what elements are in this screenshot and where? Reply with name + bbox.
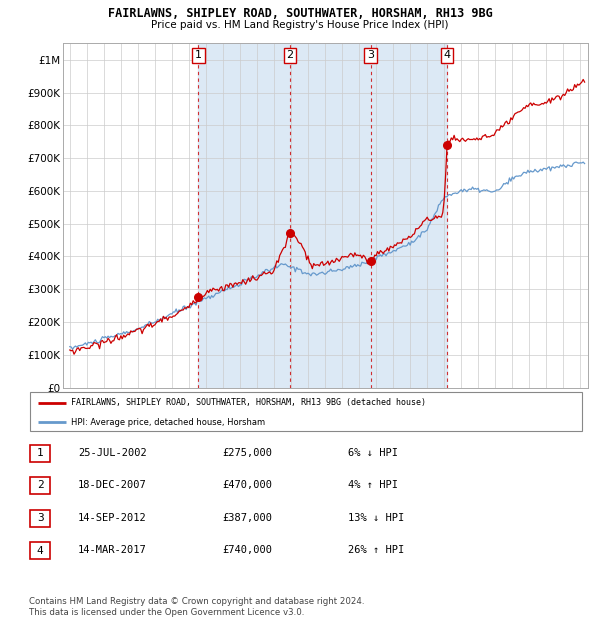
Text: £740,000: £740,000 [222,545,272,555]
Text: Contains HM Land Registry data © Crown copyright and database right 2024.
This d: Contains HM Land Registry data © Crown c… [29,598,364,617]
FancyBboxPatch shape [30,477,50,494]
FancyBboxPatch shape [30,445,50,461]
FancyBboxPatch shape [30,510,50,526]
Text: FAIRLAWNS, SHIPLEY ROAD, SOUTHWATER, HORSHAM, RH13 9BG: FAIRLAWNS, SHIPLEY ROAD, SOUTHWATER, HOR… [107,7,493,20]
Text: 14-SEP-2012: 14-SEP-2012 [78,513,147,523]
Text: 1: 1 [195,50,202,60]
Text: 13% ↓ HPI: 13% ↓ HPI [348,513,404,523]
Text: 6% ↓ HPI: 6% ↓ HPI [348,448,398,458]
Text: 2: 2 [37,480,44,490]
Text: 4: 4 [443,50,451,60]
Text: £470,000: £470,000 [222,480,272,490]
Text: HPI: Average price, detached house, Horsham: HPI: Average price, detached house, Hors… [71,418,266,427]
Text: £387,000: £387,000 [222,513,272,523]
Text: £275,000: £275,000 [222,448,272,458]
FancyBboxPatch shape [30,542,50,559]
Text: 1: 1 [37,448,44,458]
Text: 25-JUL-2002: 25-JUL-2002 [78,448,147,458]
Text: 3: 3 [367,50,374,60]
Text: 2: 2 [286,50,293,60]
Bar [198,43,447,388]
Text: 4% ↑ HPI: 4% ↑ HPI [348,480,398,490]
Text: 18-DEC-2007: 18-DEC-2007 [78,480,147,490]
Text: 14-MAR-2017: 14-MAR-2017 [78,545,147,555]
Text: 26% ↑ HPI: 26% ↑ HPI [348,545,404,555]
FancyBboxPatch shape [30,392,582,431]
Text: Price paid vs. HM Land Registry's House Price Index (HPI): Price paid vs. HM Land Registry's House … [151,20,449,30]
Text: 3: 3 [37,513,44,523]
Text: 4: 4 [37,546,44,556]
Text: FAIRLAWNS, SHIPLEY ROAD, SOUTHWATER, HORSHAM, RH13 9BG (detached house): FAIRLAWNS, SHIPLEY ROAD, SOUTHWATER, HOR… [71,398,427,407]
